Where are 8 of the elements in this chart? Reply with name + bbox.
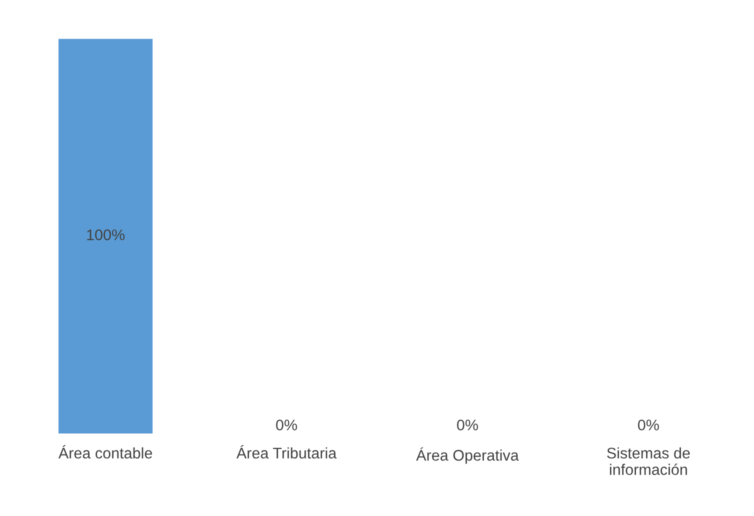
data-label: 0%: [457, 420, 478, 430]
x-tick-label: Área Tributaria: [236, 445, 337, 459]
data-label: 0%: [638, 420, 659, 430]
x-tick-label: Sistemas de información: [607, 447, 690, 476]
x-tick-label: Área Operativa: [416, 447, 519, 464]
data-label: 100%: [87, 229, 125, 240]
data-label: 0%: [276, 420, 298, 430]
x-tick-label: Área contable: [58, 445, 152, 459]
